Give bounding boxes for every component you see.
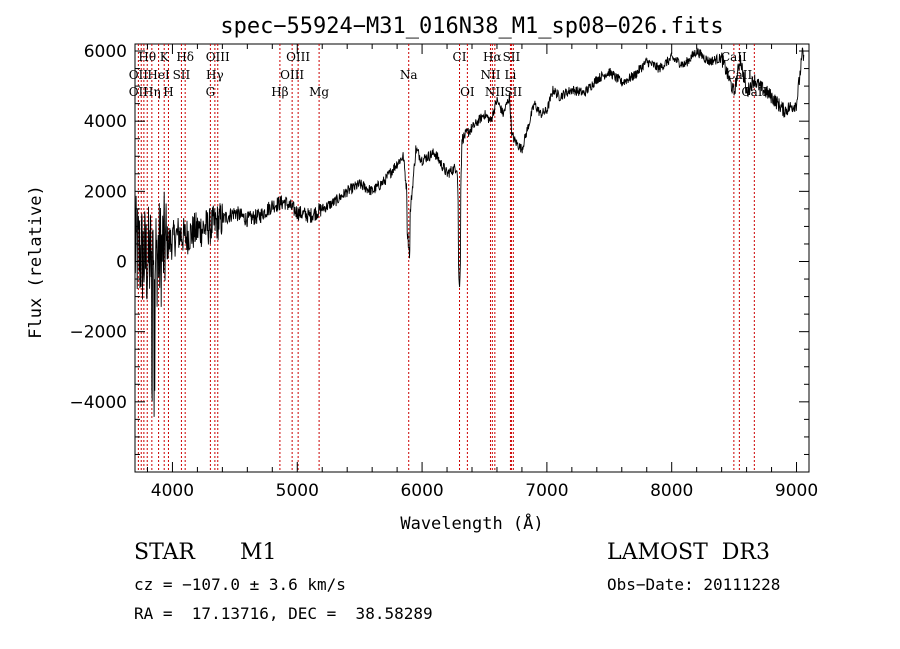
line-label: CI xyxy=(453,50,467,64)
line-label: Hθ xyxy=(138,50,156,64)
x-tick-label: 8000 xyxy=(650,481,693,501)
y-tick-label: 6000 xyxy=(84,42,127,62)
line-label: SII xyxy=(173,68,191,82)
line-label: H xyxy=(163,85,173,99)
line-label: Hα xyxy=(483,50,502,64)
y-tick-label: 2000 xyxy=(84,182,127,202)
line-label: Mg xyxy=(309,85,329,99)
line-label: Na xyxy=(400,68,418,82)
line-label: CaII xyxy=(726,68,752,82)
line-markers xyxy=(137,44,755,472)
obs-date: Obs−Date: 20111228 xyxy=(607,575,781,594)
axis-ticks: 4000 5000 6000 7000 8000 9000 −4000 −2000 0 2000 4… xyxy=(69,42,818,501)
line-label: K xyxy=(160,50,170,64)
y-tick-label: 4000 xyxy=(84,112,127,132)
x-tick-label: 4000 xyxy=(151,481,194,501)
y-tick-label: 0 xyxy=(116,253,127,273)
line-label: OII xyxy=(129,85,149,99)
line-label: SII xyxy=(504,85,522,99)
plot-frame xyxy=(134,43,810,473)
line-label: OIII xyxy=(286,50,310,64)
x-tick-label: 9000 xyxy=(775,481,818,501)
line-label: OI xyxy=(460,85,475,99)
x-tick-label: 6000 xyxy=(400,481,443,501)
chart-title: spec−55924−M31_016N38_M1_sp08−026.fits xyxy=(220,14,723,39)
y-tick-label: −2000 xyxy=(69,323,127,343)
x-axis-label: Wavelength (Å) xyxy=(400,512,543,534)
line-label: OIII xyxy=(206,50,230,64)
x-tick-label: 7000 xyxy=(525,481,568,501)
x-tick-label: 5000 xyxy=(276,481,319,501)
line-label: NII xyxy=(480,68,500,82)
line-label: NII xyxy=(485,85,505,99)
flux-series-line xyxy=(134,47,805,417)
object-class: STAR xyxy=(134,540,195,565)
line-label: Hβ xyxy=(271,85,288,99)
line-label: Hγ xyxy=(206,68,224,82)
object-subclass: M1 xyxy=(240,540,277,565)
line-label: OII xyxy=(129,68,149,82)
redshift-value: cz = −107.0 ± 3.6 km/s xyxy=(134,575,346,594)
y-tick-label: −4000 xyxy=(69,393,127,413)
line-label: SII xyxy=(503,50,521,64)
y-axis-label: Flux (relative) xyxy=(26,185,46,339)
line-label: HeI xyxy=(147,68,170,82)
line-label: Hδ xyxy=(176,50,194,64)
survey-label: LAMOST DR3 xyxy=(607,540,770,565)
line-label: Hη xyxy=(143,85,161,99)
line-label: Li xyxy=(505,68,517,82)
spectrum-chart: 4000 5000 6000 7000 8000 9000 −4000 −2000 0 2000 4… xyxy=(26,14,818,534)
line-label: OIII xyxy=(280,68,304,82)
line-label: G xyxy=(206,85,216,99)
coordinates: RA = 17.13716, DEC = 38.58289 xyxy=(134,604,433,623)
